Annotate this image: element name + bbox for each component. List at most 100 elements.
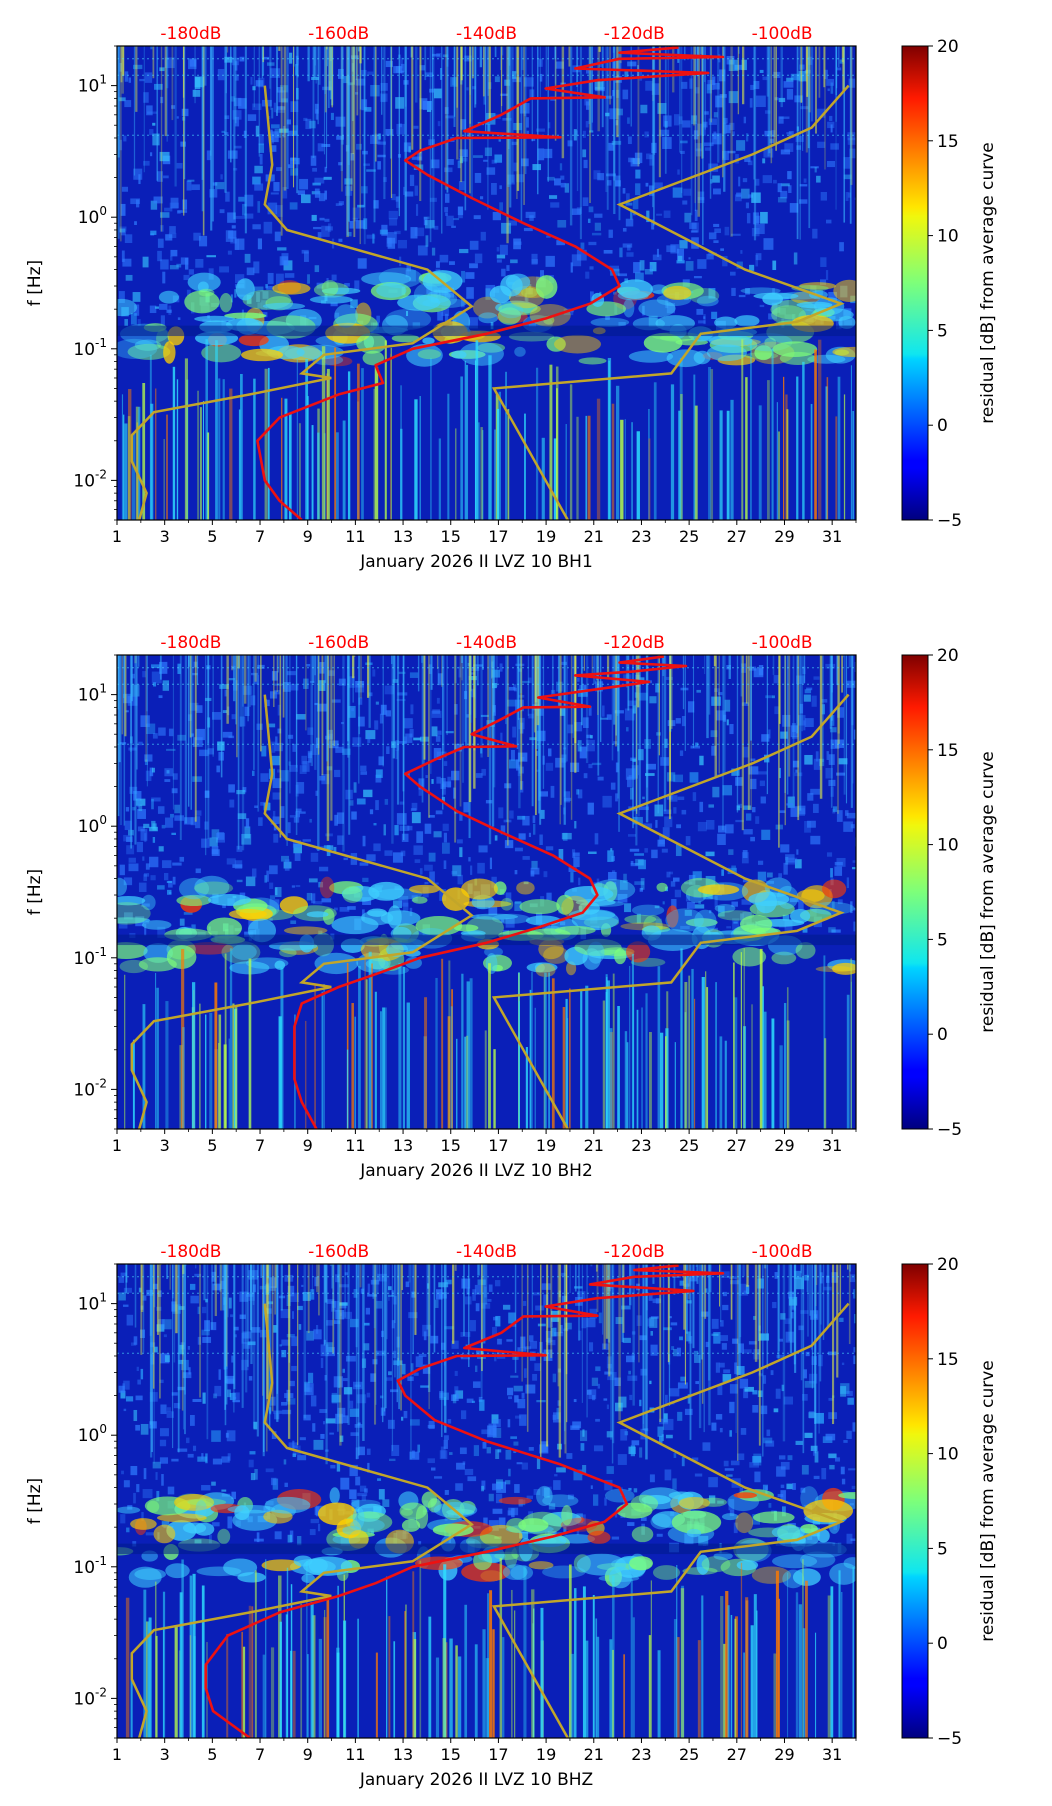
y-tick-label: 10-2 (73, 1685, 107, 1709)
x-tick-label: 1 (112, 1136, 122, 1155)
colorbar-tick-label: 20 (937, 646, 959, 666)
x-tick-label: 5 (207, 1136, 217, 1155)
x-tick-label: 13 (393, 1745, 413, 1764)
db-scale-label: -180dB (160, 24, 221, 44)
x-tick-label: 7 (255, 527, 265, 546)
x-tick-label: 9 (303, 1745, 313, 1764)
x-tick-label: 27 (727, 1136, 747, 1155)
y-axis-label: f [Hz] (25, 260, 45, 306)
x-tick-label: 5 (207, 1745, 217, 1764)
x-tick-label: 29 (774, 527, 794, 546)
y-tick-label: 100 (78, 204, 107, 228)
colorbar-tick-label: 15 (937, 1350, 959, 1370)
x-tick-label: 25 (679, 527, 699, 546)
x-tick-label: 13 (393, 1136, 413, 1155)
x-tick-label: 23 (631, 1136, 651, 1155)
x-axis-label: January 2026 II LVZ 10 BHZ (359, 1770, 593, 1790)
colorbar-tick-label: 5 (937, 321, 948, 341)
colorbar-tick-label: 15 (937, 132, 959, 152)
model-curve-low (130, 85, 474, 520)
colorbar-label: residual [dB] from average curve (978, 751, 998, 1032)
x-tick-label: 1 (112, 1745, 122, 1764)
colorbar-tick-label: 0 (937, 416, 948, 436)
model-curve-low (130, 694, 474, 1129)
y-axis-label: f [Hz] (25, 1478, 45, 1524)
db-scale-label: -160dB (308, 1242, 369, 1262)
colorbar-tick-label: −5 (937, 511, 962, 531)
colorbar: −5 0 5 10 15 20 residual [dB] from average cur… (901, 646, 998, 1140)
plot-frame (116, 654, 857, 1130)
x-tick-label: 31 (822, 1745, 842, 1764)
colorbar-tick-label: 20 (937, 1255, 959, 1275)
plot-frame (116, 1263, 857, 1739)
x-tick-label: 13 (393, 527, 413, 546)
plot-frame (116, 45, 857, 521)
x-tick-label: 19 (536, 1136, 556, 1155)
colorbar-tick-label: 15 (937, 741, 959, 761)
y-tick-label: 101 (78, 682, 107, 706)
spectrogram-image (117, 1264, 856, 1738)
x-tick-label: 15 (441, 1136, 461, 1155)
x-tick-label: 23 (631, 527, 651, 546)
x-tick-label: 1 (112, 527, 122, 546)
x-tick-label: 27 (727, 527, 747, 546)
colorbar-tick-label: 10 (937, 836, 959, 856)
x-tick-label: 9 (303, 527, 313, 546)
x-tick-label: 29 (774, 1745, 794, 1764)
db-scale-label: -140dB (456, 24, 517, 44)
psd-curve (293, 655, 688, 1129)
x-tick-label: 11 (345, 527, 365, 546)
x-tick-label: 7 (255, 1745, 265, 1764)
y-tick-label: 100 (78, 813, 107, 837)
db-scale-label: -160dB (308, 24, 369, 44)
x-tick-label: 19 (536, 527, 556, 546)
x-tick-label: 25 (679, 1745, 699, 1764)
x-tick-label: 29 (774, 1136, 794, 1155)
colorbar: −5 0 5 10 15 20 residual [dB] from average cur… (901, 37, 998, 531)
colorbar-label: residual [dB] from average curve (978, 142, 998, 423)
x-tick-label: 21 (584, 1136, 604, 1155)
y-tick-label: 10-1 (73, 945, 107, 969)
colorbar-tick-label: 0 (937, 1634, 948, 1654)
x-tick-label: 3 (160, 1745, 170, 1764)
db-scale-label: -100dB (752, 24, 813, 44)
db-scale-label: -180dB (160, 1242, 221, 1262)
db-scale-label: -100dB (752, 633, 813, 653)
psd-curve (256, 46, 725, 520)
x-tick-label: 11 (345, 1745, 365, 1764)
db-scale-label: -140dB (456, 1242, 517, 1262)
y-tick-label: 10-1 (73, 336, 107, 360)
x-tick-label: 15 (441, 527, 461, 546)
db-scale-label: -120dB (604, 1242, 665, 1262)
colorbar-tick-label: 5 (937, 930, 948, 950)
y-tick-label: 100 (78, 1422, 107, 1446)
x-tick-label: 9 (303, 1136, 313, 1155)
x-tick-label: 25 (679, 1136, 699, 1155)
db-scale-label: -120dB (604, 633, 665, 653)
colorbar-label: residual [dB] from average curve (978, 1360, 998, 1641)
x-tick-label: 3 (160, 1136, 170, 1155)
x-tick-label: 11 (345, 1136, 365, 1155)
colorbar-tick-label: −5 (937, 1120, 962, 1140)
y-tick-label: 10-1 (73, 1554, 107, 1578)
x-tick-label: 7 (255, 1136, 265, 1155)
colorbar-tick-label: 0 (937, 1025, 948, 1045)
db-scale-label: -140dB (456, 633, 517, 653)
spectrogram-image (117, 655, 856, 1129)
y-tick-label: 10-2 (73, 467, 107, 491)
x-tick-label: 17 (488, 1136, 508, 1155)
model-curve-high (491, 1302, 850, 1738)
model-curve-low (130, 1303, 474, 1738)
y-axis-label: f [Hz] (25, 869, 45, 915)
x-tick-label: 19 (536, 1745, 556, 1764)
colorbar-tick-label: 10 (937, 227, 959, 247)
colorbar-tick-label: 10 (937, 1445, 959, 1465)
psd-curve (204, 1264, 725, 1738)
x-axis-label: January 2026 II LVZ 10 BH1 (359, 552, 593, 572)
y-tick-label: 101 (78, 73, 107, 97)
x-axis-label: January 2026 II LVZ 10 BH2 (359, 1161, 593, 1181)
x-tick-label: 31 (822, 527, 842, 546)
